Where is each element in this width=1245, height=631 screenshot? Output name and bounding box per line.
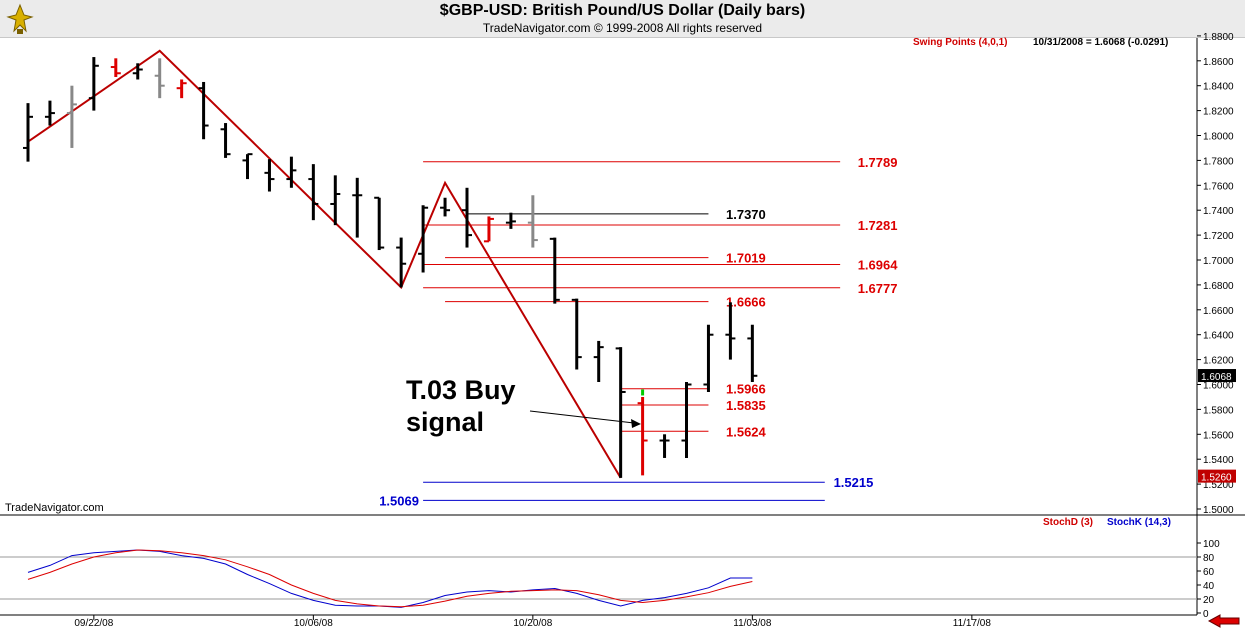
stoch-tick-label: 0	[1203, 609, 1209, 620]
annotation-arrowhead	[631, 419, 641, 428]
price-tick-label: 1.6400	[1203, 331, 1234, 342]
price-tick-label: 1.8000	[1203, 132, 1234, 143]
stoch-tick-label: 80	[1203, 553, 1215, 564]
level-label: 1.5069	[379, 493, 419, 508]
price-tick-label: 1.5800	[1203, 405, 1234, 416]
price-tick-label: 1.8400	[1203, 82, 1234, 93]
annotation-line-1: T.03 Buy	[406, 375, 516, 405]
stoch-tick-label: 100	[1203, 539, 1220, 550]
level-label: 1.6666	[726, 295, 766, 310]
time-tick-label: 09/22/08	[74, 618, 113, 629]
level-label: 1.5966	[726, 382, 766, 397]
price-tick-label: 1.8200	[1203, 107, 1234, 118]
price-tick-label: 1.8800	[1203, 32, 1234, 43]
price-tick-label: 1.7000	[1203, 256, 1234, 267]
stoch-tick-label: 20	[1203, 595, 1215, 606]
price-tick-label: 1.5000	[1203, 505, 1234, 516]
stoch-tick-label: 60	[1203, 567, 1215, 578]
secondary-price-tag	[1198, 469, 1236, 483]
level-label: 1.5215	[834, 475, 874, 490]
annotation-line-2: signal	[406, 407, 485, 437]
stoch-d-line	[27, 549, 753, 608]
watermark-text: TradeNavigator.com	[5, 502, 104, 514]
price-tick-label: 1.6000	[1203, 381, 1234, 392]
level-label: 1.7789	[858, 155, 898, 170]
chart-title: $GBP-USD: British Pound/US Dollar (Daily…	[439, 2, 806, 19]
chart-subtitle: TradeNavigator.com © 1999-2008 All right…	[482, 21, 763, 35]
level-label: 1.6964	[858, 257, 899, 272]
price-tick-label: 1.8600	[1203, 57, 1234, 68]
chart-header: $GBP-USD: British Pound/US Dollar (Daily…	[0, 0, 1245, 38]
stoch-tick-label: 40	[1203, 581, 1215, 592]
price-tick-label: 1.7400	[1203, 206, 1234, 217]
time-tick-label: 11/03/08	[733, 618, 772, 629]
swing-points-label: Swing Points (4,0,1)	[913, 37, 1008, 48]
level-label: 1.7370	[726, 207, 766, 222]
secondary-price-tag-label: 1.5260	[1201, 473, 1232, 484]
buy-signal-annotation: T.03 Buy signal	[406, 374, 516, 438]
price-tick-label: 1.7800	[1203, 156, 1234, 167]
last-price-tag-label: 1.6068	[1201, 372, 1232, 383]
quote-label: 10/31/2008 = 1.6068 (-0.0291)	[1033, 37, 1169, 48]
price-tick-label: 1.6200	[1203, 356, 1234, 367]
price-tick-label: 1.6600	[1203, 306, 1234, 317]
annotation-arrow-line	[529, 410, 635, 424]
level-label: 1.7019	[726, 251, 766, 266]
price-tick-label: 1.7200	[1203, 231, 1234, 242]
time-tick-label: 10/20/08	[513, 618, 552, 629]
stoch-d-label: StochD (3)	[1043, 517, 1093, 528]
logo-icon	[6, 3, 34, 34]
level-label: 1.5624	[726, 424, 767, 439]
price-tick-label: 1.5600	[1203, 430, 1234, 441]
level-label: 1.6777	[858, 281, 898, 296]
price-tick-label: 1.7600	[1203, 181, 1234, 192]
time-tick-label: 10/06/08	[294, 618, 333, 629]
level-label: 1.5835	[726, 398, 766, 413]
time-tick-label: 11/17/08	[953, 618, 992, 629]
price-tick-label: 1.6800	[1203, 281, 1234, 292]
stoch-k-label: StochK (14,3)	[1107, 517, 1171, 528]
level-label: 1.7281	[858, 218, 898, 233]
scroll-left-arrow-icon[interactable]	[1208, 614, 1240, 628]
last-price-tag	[1198, 369, 1236, 383]
price-tick-label: 1.5400	[1203, 455, 1234, 466]
price-tick-label: 1.5200	[1203, 480, 1234, 491]
